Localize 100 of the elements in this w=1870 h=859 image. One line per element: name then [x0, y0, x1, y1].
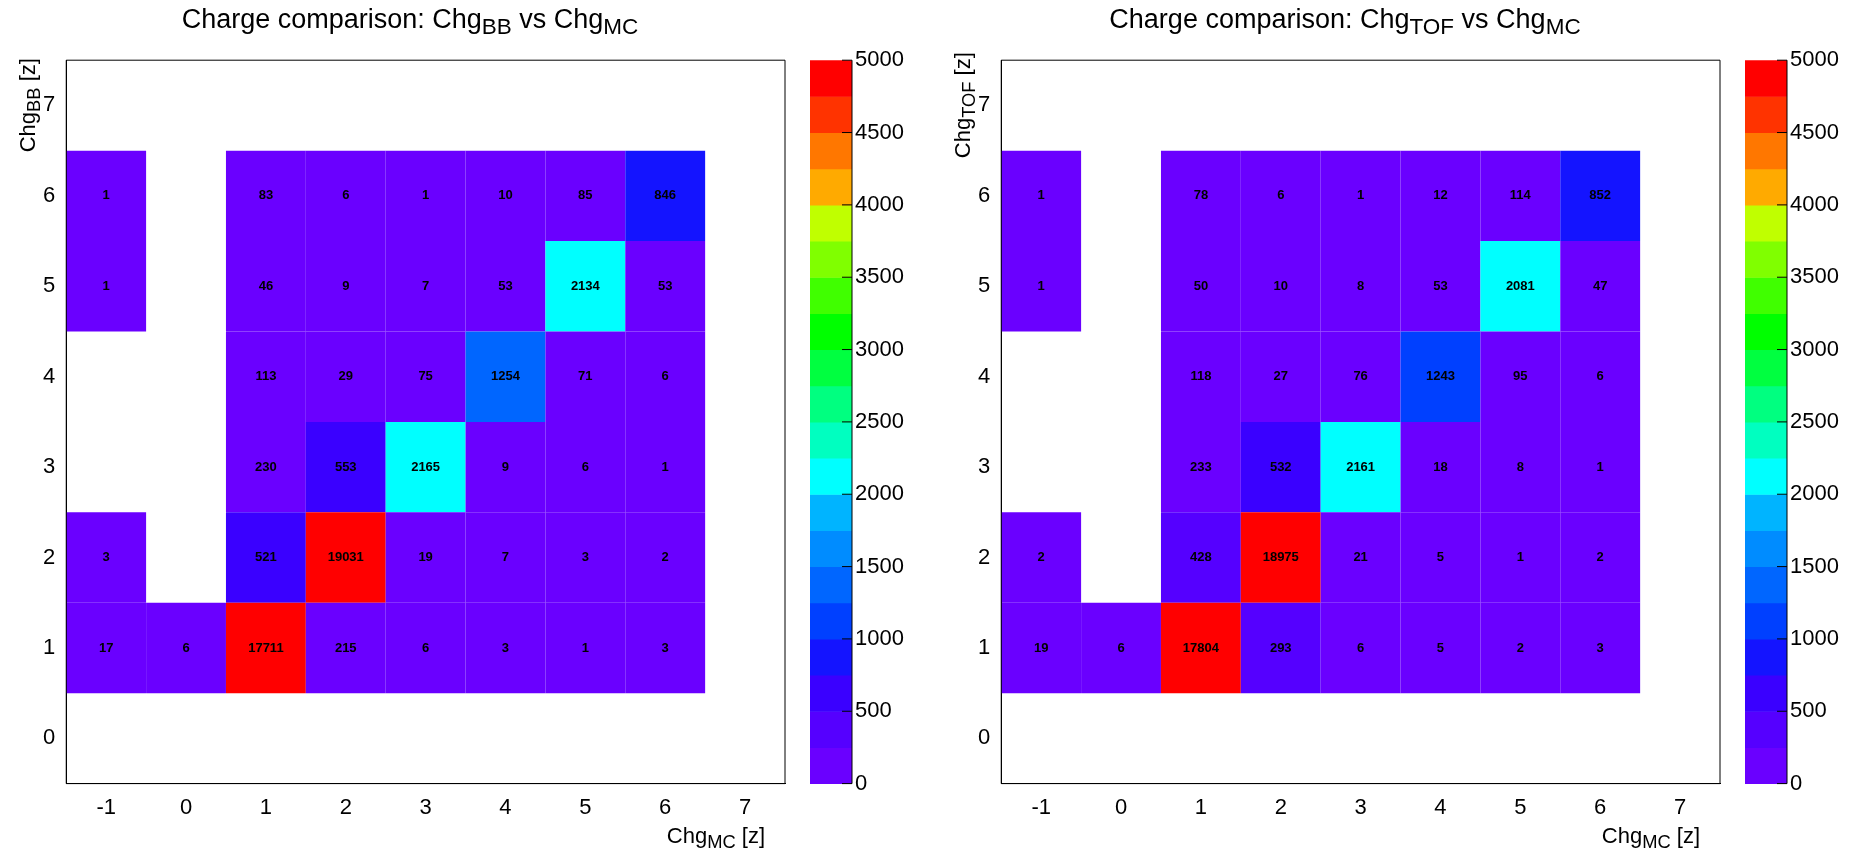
data-label: 230 — [255, 458, 277, 474]
color-bar-label: 5000 — [1790, 46, 1839, 72]
data-label: 10 — [498, 187, 513, 203]
chart-title: Charge comparison: Chg$_{BB}$ vs Chg$_{MC}$ — [180, 4, 640, 41]
data-label: 1 — [661, 458, 669, 474]
x-tick-label: 5 — [1514, 793, 1527, 819]
color-bar-label: 3500 — [1790, 263, 1839, 289]
y-tick-label: 2 — [977, 543, 991, 569]
x-tick-label: 3 — [1354, 793, 1367, 819]
data-label: 233 — [1190, 458, 1212, 474]
data-label: 846 — [654, 187, 677, 203]
color-bar-label: 2500 — [1790, 407, 1839, 433]
x-tick-label: 0 — [1114, 793, 1128, 819]
data-label: 1 — [1596, 458, 1604, 474]
data-label: 6 — [422, 639, 430, 655]
data-label: 3 — [661, 639, 669, 655]
y-tick-label: 7 — [977, 91, 991, 117]
data-label: 53 — [657, 277, 673, 293]
y-tick-label: 3 — [977, 453, 991, 479]
data-label: 6 — [1117, 639, 1125, 655]
data-label: 27 — [1273, 368, 1288, 384]
y-tick-label: 1 — [977, 634, 991, 660]
data-label: 2 — [1037, 549, 1045, 565]
data-label: 71 — [578, 368, 593, 384]
color-bar-label: 3500 — [855, 263, 904, 289]
data-label: 1 — [422, 187, 430, 203]
x-axis-title: Chg$_{MC}$ [z] — [1601, 822, 1700, 853]
data-label: 21 — [1353, 549, 1368, 565]
data-label: 83 — [258, 187, 274, 203]
data-label: 19 — [418, 549, 433, 565]
data-label: 428 — [1190, 549, 1212, 565]
color-bar-label: 1500 — [855, 552, 904, 578]
data-label: 53 — [498, 277, 513, 293]
x-tick-label: 6 — [1594, 793, 1607, 819]
data-label: 1254 — [491, 368, 521, 384]
data-label: 113 — [255, 368, 277, 384]
data-label: 9 — [501, 458, 510, 474]
color-bar-label: 4000 — [855, 190, 904, 216]
color-bar-label: 3000 — [1790, 335, 1839, 361]
y-tick-label: 2 — [42, 543, 56, 569]
data-label: 5 — [1436, 639, 1445, 655]
color-bar-label: 1000 — [855, 624, 904, 650]
x-tick-label: 4 — [499, 793, 512, 819]
y-tick-label: 0 — [42, 724, 56, 750]
x-tick-label: 1 — [259, 793, 273, 819]
data-label: 46 — [258, 277, 274, 293]
chart-title: Charge comparison: Chg$_{TOF}$ vs Chg$_{MC}$ — [1108, 4, 1582, 41]
data-label: 76 — [1353, 368, 1368, 384]
data-label: 1 — [1357, 187, 1365, 203]
data-label: 7 — [422, 277, 430, 293]
x-tick-label: 3 — [419, 793, 432, 819]
data-label: 5 — [1436, 549, 1445, 565]
x-tick-label: 1 — [1194, 793, 1208, 819]
color-bar-label: 4500 — [1790, 118, 1839, 144]
y-tick-label: 5 — [42, 272, 56, 298]
color-bar-label: 0 — [1790, 769, 1803, 795]
data-label: 1 — [1037, 277, 1045, 293]
data-label: 532 — [1269, 458, 1292, 474]
color-bar-label: 500 — [855, 697, 892, 723]
data-label: 2 — [1516, 639, 1524, 655]
data-label: 2161 — [1346, 458, 1376, 474]
x-tick-label: -1 — [96, 793, 116, 819]
data-label: 8 — [1357, 277, 1365, 293]
x-tick-label: 4 — [1434, 793, 1447, 819]
data-label: 75 — [418, 368, 433, 384]
data-label: 17804 — [1182, 639, 1220, 655]
x-tick-label: 0 — [179, 793, 193, 819]
y-tick-label: 1 — [42, 634, 56, 660]
data-label: 521 — [255, 549, 277, 565]
y-tick-label: 4 — [977, 362, 991, 388]
y-tick-label: 0 — [977, 724, 991, 750]
data-label: 17711 — [248, 639, 284, 655]
data-label: 215 — [334, 639, 357, 655]
data-label: 118 — [1190, 368, 1212, 384]
data-label: 2 — [1596, 549, 1604, 565]
data-label: 19031 — [327, 549, 364, 565]
x-tick-label: 2 — [1274, 793, 1287, 819]
data-label: 3 — [501, 639, 510, 655]
data-label: 1 — [1037, 187, 1045, 203]
data-label: 6 — [1277, 187, 1285, 203]
data-label: 293 — [1269, 639, 1292, 655]
data-label: 6 — [581, 458, 589, 474]
color-bar-label: 2500 — [855, 407, 904, 433]
data-label: 18975 — [1262, 549, 1299, 565]
color-bar-label: 2000 — [855, 480, 904, 506]
data-label: 19 — [1033, 639, 1049, 655]
color-bar-label: 4500 — [855, 118, 904, 144]
data-label: 3 — [102, 549, 110, 565]
x-tick-label: 7 — [1673, 793, 1687, 819]
color-bar-label: 4000 — [1790, 190, 1839, 216]
data-label: 8 — [1516, 458, 1524, 474]
data-label: 78 — [1193, 187, 1209, 203]
data-label: 1243 — [1426, 368, 1455, 384]
data-label: 1 — [1516, 549, 1524, 565]
data-label: 29 — [338, 368, 353, 384]
data-label: 7 — [501, 549, 510, 565]
data-label: 3 — [1596, 639, 1604, 655]
data-label: 50 — [1193, 277, 1209, 293]
data-label: 85 — [578, 187, 593, 203]
color-bar-label: 1000 — [1790, 624, 1839, 650]
